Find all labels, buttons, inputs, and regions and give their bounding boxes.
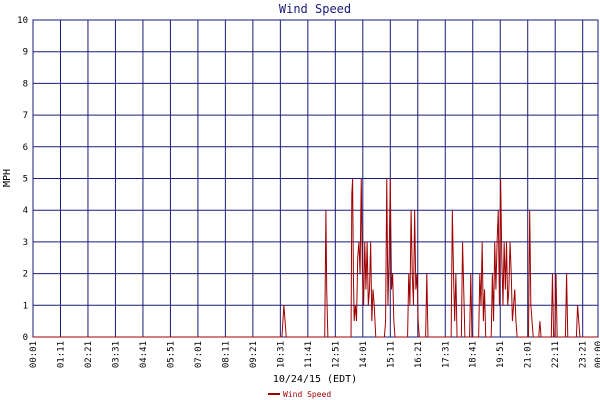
chart-title: Wind Speed [279,2,351,16]
y-tick-label: 7 [23,111,28,121]
x-tick-label: 23:21 [579,341,589,368]
x-tick-label: 18:41 [469,341,479,368]
legend-label: Wind Speed [283,390,331,399]
y-tick-label: 2 [23,270,28,280]
y-tick-label: 9 [23,48,28,58]
y-tick-label: 1 [23,301,28,311]
y-tick-label: 3 [23,238,28,248]
x-tick-label: 04:41 [139,341,149,368]
x-tick-label: 02:21 [84,341,94,368]
x-tick-label: 00:00 [594,341,600,368]
x-tick-label: 00:01 [29,341,39,368]
y-tick-label: 6 [23,143,28,153]
x-axis-label: 10/24/15 (EDT) [273,374,357,385]
x-tick-label: 07:01 [194,341,204,368]
x-tick-label: 12:51 [331,341,341,368]
y-tick-label: 4 [23,206,28,216]
x-tick-label: 10:31 [276,341,286,368]
data-line [33,178,598,338]
x-tick-label: 21:01 [524,341,534,368]
x-tick-label: 14:01 [359,341,369,368]
x-tick-label: 16:21 [414,341,424,368]
x-tick-label: 22:11 [551,341,561,368]
x-tick-label: 15:11 [386,341,396,368]
x-tick-label: 11:41 [304,341,314,368]
y-axis-label: MPH [2,169,13,187]
x-tick-label: 09:21 [249,341,259,368]
x-tick-label: 17:31 [441,341,451,368]
x-tick-label: 19:51 [496,341,506,368]
y-tick-label: 5 [23,175,28,185]
x-tick-label: 03:31 [111,341,121,368]
y-tick-label: 10 [17,16,28,26]
x-tick-label: 01:11 [56,341,66,368]
x-tick-label: 08:11 [221,341,231,368]
y-tick-label: 0 [23,333,28,343]
x-tick-label: 05:51 [166,341,176,368]
y-tick-label: 8 [23,79,28,89]
